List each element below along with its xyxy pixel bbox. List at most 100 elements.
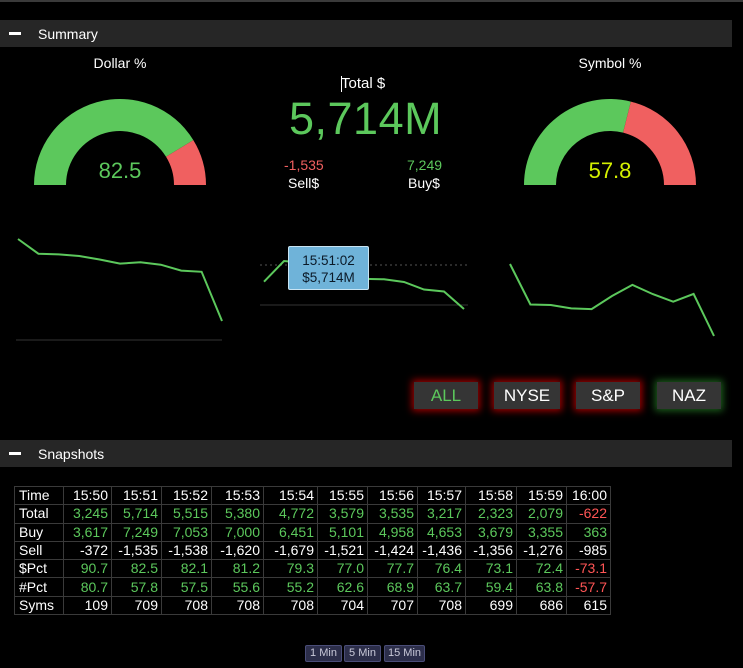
collapse-icon[interactable] xyxy=(9,32,21,35)
table-cell: 708 xyxy=(417,595,466,616)
table-row: Buy 3,617 7,249 7,053 7,000 6,451 5,101 4,958 4,… xyxy=(14,522,611,542)
table-cell: 79.3 xyxy=(263,559,318,579)
table-row: Time 15:50 15:51 15:52 15:53 15:54 15:55 15:56 1… xyxy=(14,485,611,506)
table-cell: -1,535 xyxy=(111,540,162,561)
table-cell: 15:56 xyxy=(367,485,418,506)
table-cell: 6,451 xyxy=(263,522,318,542)
table-cell: 15:53 xyxy=(211,485,264,506)
dollar-gauge-remainder xyxy=(166,140,206,185)
table-cell: 699 xyxy=(465,595,517,616)
table-cell: -1,620 xyxy=(211,540,264,561)
table-cell: 15:55 xyxy=(317,485,368,506)
table-cell: 57.8 xyxy=(111,577,162,597)
table-cell: 708 xyxy=(161,595,212,616)
filter-nyse-button[interactable]: NYSE xyxy=(494,382,560,409)
table-cell: -57.7 xyxy=(566,577,611,597)
table-cell: 63.7 xyxy=(417,577,466,597)
table-cell: -1,538 xyxy=(161,540,212,561)
table-cell: 68.9 xyxy=(367,577,418,597)
table-row: $Pct 90.7 82.5 82.1 81.2 79.3 77.0 77.7 76.4 73.1… xyxy=(14,559,611,579)
table-cell: -1,356 xyxy=(465,540,517,561)
snapshots-title: Snapshots xyxy=(38,445,105,462)
table-cell: 16:00 xyxy=(566,485,611,506)
dollar-gauge xyxy=(34,99,206,185)
table-cell: 2,323 xyxy=(465,504,517,524)
table-cell: 3,245 xyxy=(63,504,112,524)
table-cell: 3,679 xyxy=(465,522,517,542)
table-cell: 15:51 xyxy=(111,485,162,506)
table-cell: 15:50 xyxy=(63,485,112,506)
symbol-gauge-remainder xyxy=(623,101,696,185)
table-cell: 5,101 xyxy=(317,522,368,542)
summary-section-header[interactable]: Summary xyxy=(0,20,732,47)
table-cell: 62.6 xyxy=(317,577,368,597)
table-cell: 81.2 xyxy=(211,559,264,579)
symbol-pct-line xyxy=(509,263,715,337)
table-cell: -1,424 xyxy=(367,540,418,561)
table-cell: 5,714 xyxy=(111,504,162,524)
table-cell: 708 xyxy=(211,595,264,616)
row-header: Time xyxy=(14,485,64,506)
table-cell: 80.7 xyxy=(63,577,112,597)
table-cell: 708 xyxy=(263,595,318,616)
table-cell: -1,436 xyxy=(417,540,466,561)
table-cell: 615 xyxy=(566,595,611,616)
table-cell: 15:52 xyxy=(161,485,212,506)
table-cell: 363 xyxy=(566,522,611,542)
table-row: #Pct 80.7 57.8 57.5 55.6 55.2 62.6 68.9 63.7 59.4… xyxy=(14,577,611,597)
interval-1min-button[interactable]: 1 Min xyxy=(305,645,342,662)
symbol-gauge-label: Symbol % xyxy=(578,55,642,71)
buy-label: Buy$ xyxy=(408,175,440,191)
table-cell: 15:59 xyxy=(516,485,567,506)
row-header: Syms xyxy=(14,595,64,616)
table-row: Sell -372 -1,535 -1,538 -1,620 -1,679 -1,521 -1… xyxy=(14,540,611,561)
table-cell: 7,000 xyxy=(211,522,264,542)
table-cell: 77.0 xyxy=(317,559,368,579)
chart-tooltip: 15:51:02 $5,714M xyxy=(288,246,369,290)
interval-15min-button[interactable]: 15 Min xyxy=(384,645,425,662)
table-cell: 82.5 xyxy=(111,559,162,579)
dollar-pct-line xyxy=(17,238,223,322)
table-cell: 77.7 xyxy=(367,559,418,579)
table-cell: 4,958 xyxy=(367,522,418,542)
table-cell: 7,249 xyxy=(111,522,162,542)
dollar-gauge-value: 82.5 xyxy=(98,158,142,183)
symbol-gauge-value: 57.8 xyxy=(588,158,632,183)
table-cell: 3,217 xyxy=(417,504,466,524)
table-cell: 109 xyxy=(63,595,112,616)
table-cell: 63.8 xyxy=(516,577,567,597)
table-cell: 73.1 xyxy=(465,559,517,579)
table-cell: 709 xyxy=(111,595,162,616)
table-cell: -1,521 xyxy=(317,540,368,561)
filter-naz-button[interactable]: NAZ xyxy=(657,382,721,409)
snapshots-section-header[interactable]: Snapshots xyxy=(0,440,732,467)
table-cell: 90.7 xyxy=(63,559,112,579)
table-cell: 4,772 xyxy=(263,504,318,524)
symbol-pct-sparkline xyxy=(509,263,715,337)
table-cell: 3,355 xyxy=(516,522,567,542)
table-cell: 55.2 xyxy=(263,577,318,597)
table-cell: -985 xyxy=(566,540,611,561)
interval-5min-button[interactable]: 5 Min xyxy=(344,645,381,662)
table-cell: 57.5 xyxy=(161,577,212,597)
table-cell: 707 xyxy=(367,595,418,616)
collapse-icon[interactable] xyxy=(9,452,21,455)
table-cell: 59.4 xyxy=(465,577,517,597)
filter-all-button[interactable]: ALL xyxy=(414,382,478,409)
table-row: Total 3,245 5,714 5,515 5,380 4,772 3,579 3,535… xyxy=(14,504,611,524)
table-cell: 5,515 xyxy=(161,504,212,524)
text-cursor xyxy=(341,76,342,92)
table-cell: -372 xyxy=(63,540,112,561)
table-cell: 3,617 xyxy=(63,522,112,542)
table-cell: 55.6 xyxy=(211,577,264,597)
filter-sp-button[interactable]: S&P xyxy=(576,382,640,409)
dollar-gauge-fill xyxy=(34,99,194,185)
row-header: Total xyxy=(14,504,64,524)
table-cell: 4,653 xyxy=(417,522,466,542)
top-divider xyxy=(0,0,743,2)
snapshots-table: Time 15:50 15:51 15:52 15:53 15:54 15:55 15:56 1… xyxy=(14,485,611,616)
dollar-gauge-label: Dollar % xyxy=(93,55,147,71)
row-header: $Pct xyxy=(14,559,64,579)
table-cell: 15:54 xyxy=(263,485,318,506)
table-row: Syms 109 709 708 708 708 704 707 708 699 686 615 xyxy=(14,595,611,616)
